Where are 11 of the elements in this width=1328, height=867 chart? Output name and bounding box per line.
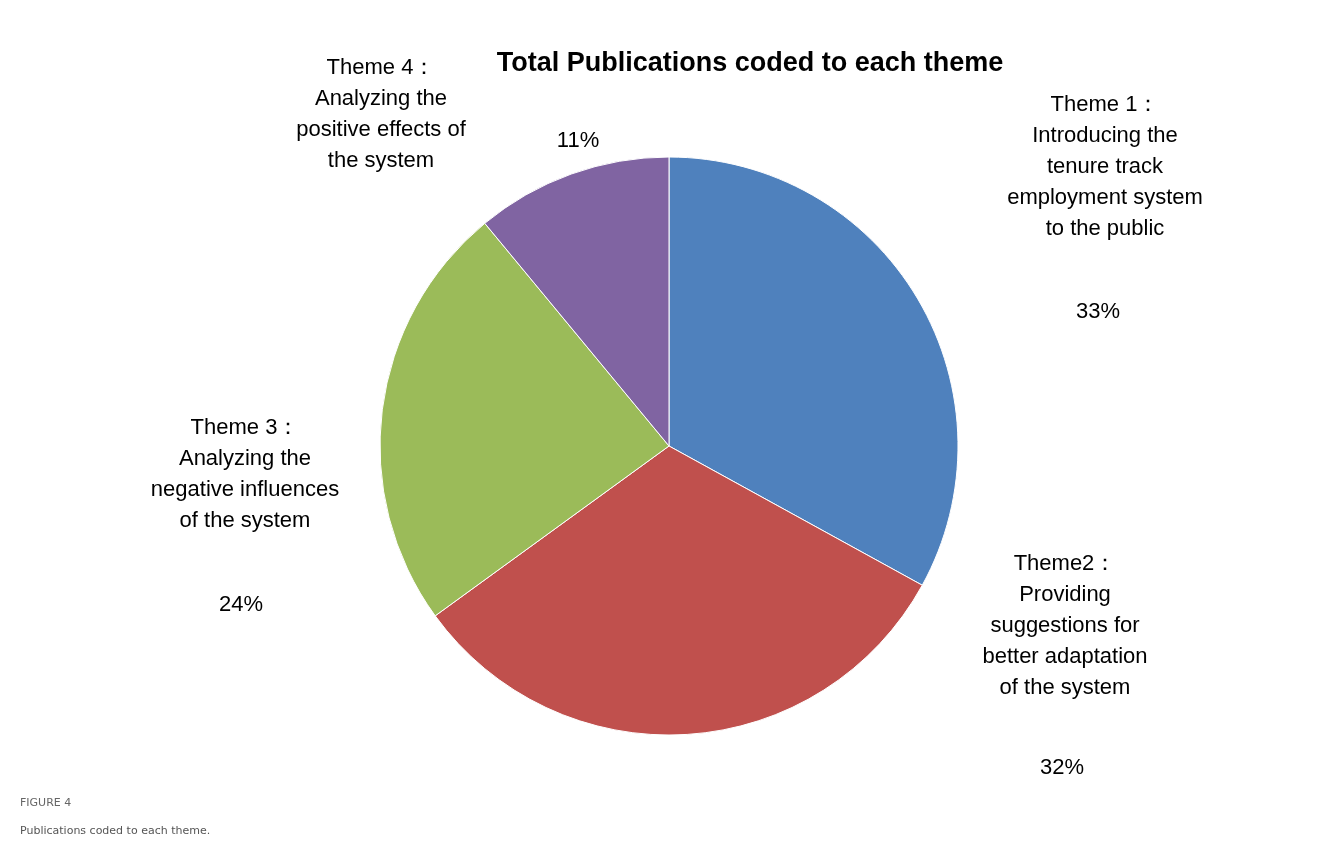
caption: FIGURE 4 [20, 796, 72, 809]
data-label: 32% [1039, 754, 1085, 779]
data-label: 33% [1075, 298, 1121, 323]
slice-label: Theme 1： Introducing the tenure track employment system to the public [1007, 91, 1203, 240]
slice-label: Theme2： Providing suggestions for better adaptation of the system [982, 550, 1148, 699]
slice-label: Theme 4： Analyzing the positive effects of the system [296, 54, 467, 172]
data-label: 11% [556, 127, 600, 152]
data-label: 24% [218, 591, 264, 616]
slice-label: Theme 3： Analyzing the negative influences of the system [150, 414, 340, 532]
chart-title: Total Publications coded to each theme [496, 47, 1004, 77]
text: Publications coded to each theme. [20, 824, 211, 837]
